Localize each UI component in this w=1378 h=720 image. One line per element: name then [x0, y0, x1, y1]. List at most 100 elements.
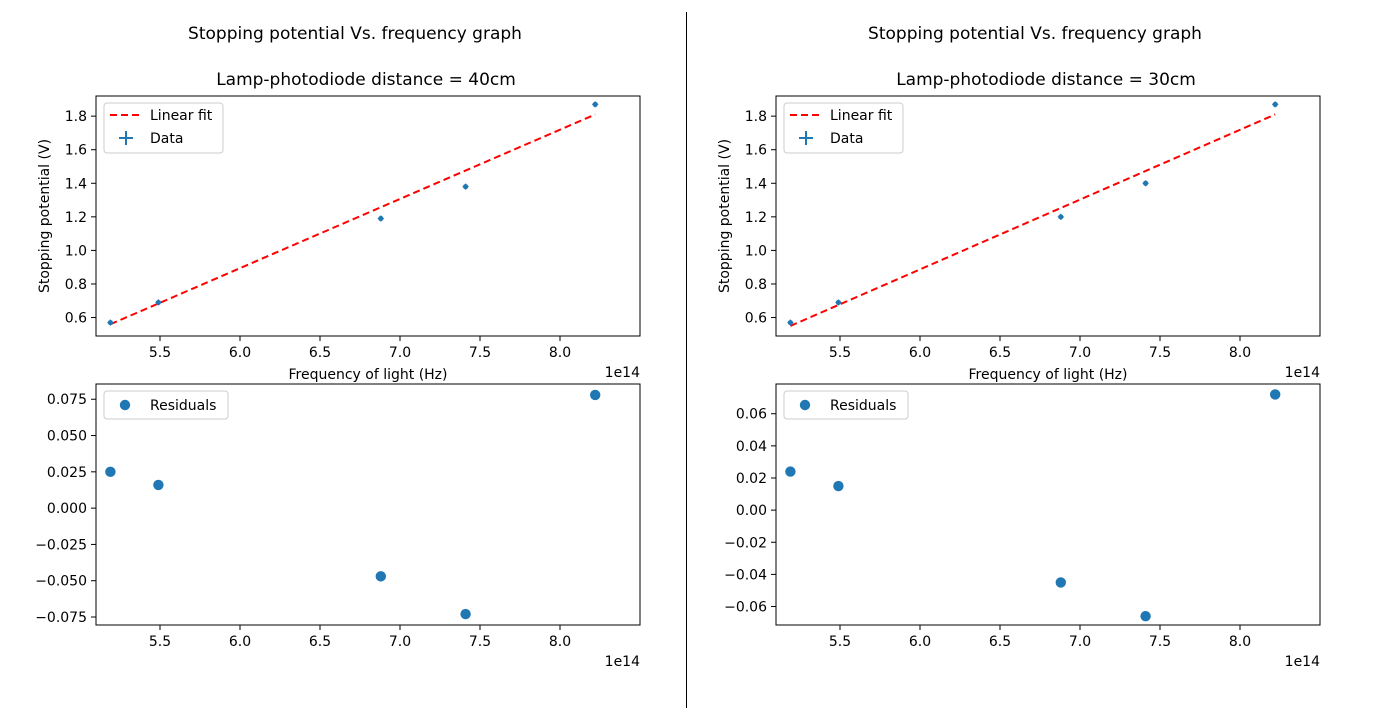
- legend-data-swatch: [119, 131, 133, 145]
- legend: Residuals: [783, 390, 909, 420]
- legend-residual-swatch: [799, 399, 811, 411]
- x-offset-label: 1e14: [605, 365, 640, 381]
- y-tick-label: 0.6: [65, 311, 87, 327]
- residual-point: [1140, 610, 1151, 622]
- x-tick-label: 5.5: [149, 634, 171, 650]
- x-tick-label: 7.5: [469, 634, 491, 650]
- x-tick-label: 6.5: [309, 634, 331, 650]
- top-axes: 5.5 6.0 6.5 7.0 7.5 8.0 0.6 0.8 1.0 1.2 1.4 1.6 1.8 1…: [717, 95, 1321, 383]
- residual-point: [833, 480, 844, 492]
- legend-box: [783, 390, 909, 420]
- chart-panel-30cm: Stopping potential Vs. frequency graph L…: [717, 24, 1321, 670]
- x-tick-label: 6.0: [229, 634, 251, 650]
- chart-title: Stopping potential Vs. frequency graph: [188, 24, 522, 44]
- bottom-axes: 5.5 6.0 6.5 7.0 7.5 8.0 0.06 0.04 0.02 0.00 −0.02 −…: [724, 383, 1321, 670]
- chart-title: Stopping potential Vs. frequency graph: [868, 24, 1202, 44]
- y-tick-label: 1.2: [745, 210, 767, 226]
- panel-divider: [686, 12, 687, 708]
- x-offset-label: 1e14: [1285, 654, 1320, 670]
- data-point: [377, 215, 384, 222]
- x-tick-label: 5.5: [149, 345, 171, 361]
- y-tick-label: −0.075: [35, 610, 87, 626]
- x-tick-label: 6.0: [229, 345, 251, 361]
- x-tick-label: 6.5: [989, 634, 1011, 650]
- legend-data-swatch: [799, 131, 813, 145]
- data-point: [1057, 213, 1064, 220]
- y-tick-label: 0.02: [736, 471, 767, 487]
- y-tick-label: 1.0: [745, 243, 767, 259]
- x-tick-label: 6.0: [909, 345, 931, 361]
- legend-label-fit: Linear fit: [150, 108, 213, 124]
- data-point: [462, 183, 469, 190]
- residual-point: [1055, 577, 1066, 588]
- y-tick-label: 0.00: [736, 503, 767, 519]
- data-point: [1142, 180, 1149, 187]
- x-tick-label: 6.5: [309, 345, 331, 361]
- bottom-axes: 5.5 6.0 6.5 7.0 7.5 8.0 0.075 0.050 0.025 0.000 −0…: [35, 383, 641, 670]
- y-tick-label: 0.8: [745, 277, 767, 293]
- y-tick-label: 1.2: [65, 210, 87, 226]
- legend-label-data: Data: [830, 131, 863, 147]
- linear-fit-line: [790, 113, 1276, 327]
- y-tick-label: 1.6: [745, 143, 767, 159]
- y-tick-label: 1.8: [745, 109, 767, 125]
- axes-frame: [95, 383, 641, 626]
- legend-label-residuals: Residuals: [830, 398, 896, 414]
- y-tick-label: 0.025: [47, 465, 87, 481]
- y-tick-label: 1.0: [65, 243, 87, 259]
- data-point: [155, 299, 162, 306]
- x-tick-label: 8.0: [1229, 345, 1251, 361]
- y-tick-label: −0.025: [35, 537, 87, 553]
- y-tick-label: 1.4: [745, 176, 767, 192]
- legend: Linear fit Data: [783, 102, 904, 154]
- chart-subtitle: Lamp-photodiode distance = 30cm: [896, 70, 1196, 90]
- x-tick-label: 8.0: [549, 345, 571, 361]
- x-axis-label: Frequency of light (Hz): [289, 367, 448, 383]
- residual-point: [105, 466, 116, 478]
- residual-point: [785, 466, 796, 477]
- y-tick-label: 0.6: [745, 311, 767, 327]
- chart-subtitle: Lamp-photodiode distance = 40cm: [216, 70, 516, 90]
- y-tick-label: 0.06: [736, 407, 767, 423]
- axes-frame: [775, 383, 1321, 626]
- data-point: [592, 101, 599, 108]
- y-tick-label: 0.8: [65, 277, 87, 293]
- y-axis-label: Stopping potential (V): [717, 139, 733, 293]
- x-tick-label: 7.5: [1149, 345, 1171, 361]
- y-tick-label: 0.050: [47, 429, 87, 445]
- y-axis-label: Stopping potential (V): [37, 139, 53, 293]
- axes-frame: [95, 95, 641, 337]
- legend: Linear fit Data: [103, 102, 224, 154]
- residual-point: [590, 389, 601, 401]
- residual-point: [1270, 389, 1281, 400]
- x-tick-label: 7.0: [389, 345, 411, 361]
- y-tick-label: 1.6: [65, 143, 87, 159]
- x-axis-label: Frequency of light (Hz): [969, 367, 1128, 383]
- legend-residual-swatch: [119, 399, 131, 411]
- x-offset-label: 1e14: [605, 654, 640, 670]
- x-tick-label: 5.5: [829, 634, 851, 650]
- y-tick-label: 0.000: [47, 501, 87, 517]
- residual-point: [460, 608, 471, 620]
- x-tick-label: 7.0: [389, 634, 411, 650]
- y-tick-label: −0.050: [35, 574, 87, 590]
- x-tick-label: 7.5: [1149, 634, 1171, 650]
- x-tick-label: 7.5: [469, 345, 491, 361]
- residual-point: [375, 571, 386, 582]
- x-tick-label: 8.0: [1229, 634, 1251, 650]
- data-point: [835, 299, 842, 306]
- x-tick-label: 7.0: [1069, 345, 1091, 361]
- legend-label-fit: Linear fit: [830, 108, 893, 124]
- legend-label-residuals: Residuals: [150, 398, 216, 414]
- y-tick-label: 0.075: [47, 392, 87, 408]
- x-tick-label: 8.0: [549, 634, 571, 650]
- data-point: [107, 319, 114, 326]
- y-tick-label: −0.04: [724, 567, 767, 583]
- axes-frame: [775, 95, 1321, 337]
- legend-box: [103, 390, 229, 420]
- y-tick-label: 1.4: [65, 176, 87, 192]
- x-tick-label: 5.5: [829, 345, 851, 361]
- y-tick-label: 1.8: [65, 109, 87, 125]
- x-offset-label: 1e14: [1285, 365, 1320, 381]
- y-tick-label: 0.04: [736, 439, 767, 455]
